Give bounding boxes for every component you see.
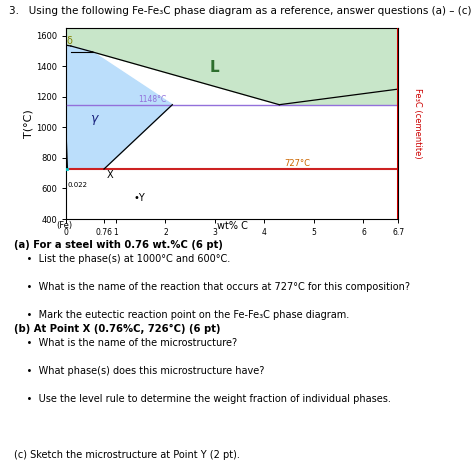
Text: •  What is the name of the reaction that occurs at 727°C for this composition?: • What is the name of the reaction that … xyxy=(14,282,410,292)
Text: •  What is the name of the microstructure?: • What is the name of the microstructure… xyxy=(14,338,237,348)
Text: δ: δ xyxy=(67,36,73,46)
Text: •  Use the level rule to determine the weight fraction of individual phases.: • Use the level rule to determine the we… xyxy=(14,394,391,404)
Text: 3.   Using the following Fe-Fe₃C phase diagram as a reference, answer questions : 3. Using the following Fe-Fe₃C phase dia… xyxy=(9,6,472,16)
Text: •  List the phase(s) at 1000°C and 600°C.: • List the phase(s) at 1000°C and 600°C. xyxy=(14,254,230,264)
Text: •  What phase(s) does this microstructure have?: • What phase(s) does this microstructure… xyxy=(14,366,264,376)
Text: 0.022: 0.022 xyxy=(68,182,88,188)
Text: wt% C: wt% C xyxy=(217,220,248,231)
Text: •Y: •Y xyxy=(133,193,145,203)
Text: 1148°C: 1148°C xyxy=(138,95,166,103)
Y-axis label: T(°C): T(°C) xyxy=(23,109,34,138)
Polygon shape xyxy=(66,28,398,105)
Text: L: L xyxy=(210,60,220,75)
Text: γ: γ xyxy=(90,112,97,124)
Text: (a) For a steel with 0.76 wt.%C (6 pt): (a) For a steel with 0.76 wt.%C (6 pt) xyxy=(14,240,223,250)
Text: •  Mark the eutectic reaction point on the Fe-Fe₃C phase diagram.: • Mark the eutectic reaction point on th… xyxy=(14,310,349,320)
Text: (Fe): (Fe) xyxy=(56,220,72,230)
Text: X: X xyxy=(107,170,114,180)
Text: Fe₃C (cementite): Fe₃C (cementite) xyxy=(413,88,421,159)
Text: (b) At Point X (0.76%C, 726°C) (6 pt): (b) At Point X (0.76%C, 726°C) (6 pt) xyxy=(14,324,220,334)
Text: (c) Sketch the microstructure at Point Y (2 pt).: (c) Sketch the microstructure at Point Y… xyxy=(14,450,240,459)
Polygon shape xyxy=(66,45,173,169)
Text: 727°C: 727°C xyxy=(284,159,310,168)
